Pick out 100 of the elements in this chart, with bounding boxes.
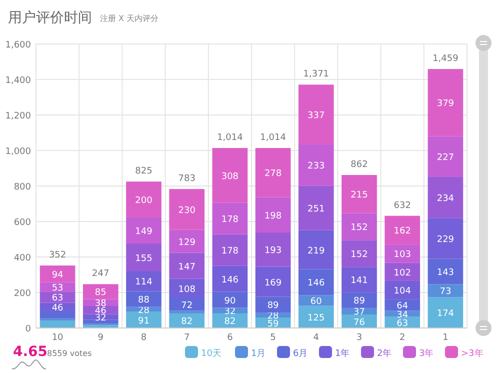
bar: [169, 310, 205, 314]
data-label: 129: [178, 238, 196, 248]
bar: [298, 144, 334, 186]
data-label: 379: [436, 99, 454, 110]
data-label: 251: [308, 204, 325, 215]
bar: [40, 318, 76, 321]
y-tick-label: 600: [14, 218, 32, 228]
legend-label: 3年: [419, 348, 434, 359]
data-label: 102: [394, 268, 411, 278]
data-label: 146: [308, 278, 326, 289]
bar: [82, 320, 118, 324]
data-label: 91: [138, 316, 150, 326]
bar: [384, 262, 420, 281]
bar: [342, 267, 377, 292]
bar: [212, 148, 248, 203]
total-label: 1,371: [303, 70, 330, 80]
bar: [298, 84, 334, 144]
total-label: 862: [350, 160, 368, 170]
data-label: 76: [354, 318, 366, 328]
data-label: 174: [436, 309, 454, 320]
data-label: 85: [94, 288, 106, 298]
data-label: 229: [436, 234, 454, 245]
bar: [212, 292, 248, 308]
bar: [255, 148, 291, 198]
bar: [126, 244, 162, 272]
data-label: 143: [436, 268, 454, 278]
chart-title: 用户评价时间: [8, 10, 92, 26]
data-label: 37: [354, 308, 365, 318]
bar: [126, 291, 162, 307]
y-tick-label: 1,000: [5, 147, 32, 157]
x-tick-label: 9: [98, 333, 104, 343]
bar: [82, 284, 118, 300]
data-label: 89: [354, 296, 366, 307]
data-label: 234: [436, 194, 454, 204]
data-label: 72: [181, 300, 193, 311]
bar: [298, 269, 334, 296]
bar: [255, 197, 291, 233]
data-label: 178: [221, 246, 239, 257]
total-label: 825: [135, 166, 152, 177]
bar: [384, 280, 420, 300]
y-tick-label: 0: [25, 324, 32, 334]
data-label: 141: [350, 276, 368, 286]
total-label: 352: [48, 250, 66, 261]
bar: [428, 218, 464, 259]
y-tick-label: 800: [14, 182, 32, 192]
data-label: 63: [396, 318, 408, 329]
bar: [298, 230, 334, 270]
data-label: 230: [178, 206, 196, 216]
bar: [384, 299, 420, 311]
x-tick-label: 7: [184, 333, 190, 343]
text: 4.65: [13, 344, 48, 360]
legend-label: 1月: [251, 349, 266, 359]
data-label: 155: [135, 254, 152, 264]
x-tick-label: 10: [52, 333, 64, 343]
bar: [40, 292, 76, 303]
x-tick-label: 5: [270, 333, 276, 343]
data-label: 233: [308, 162, 325, 172]
data-label: 200: [135, 196, 153, 206]
bar: [342, 240, 377, 268]
y-tick-label: 400: [14, 254, 32, 264]
x-tick-label: 6: [227, 333, 234, 343]
total-label: 783: [178, 174, 196, 184]
bar: [298, 306, 334, 328]
data-label: 308: [221, 172, 239, 182]
bar: [212, 234, 248, 266]
chart-subtitle: 注册 X 天内评分: [100, 14, 159, 23]
data-label: 147: [178, 262, 196, 272]
data-label: 219: [308, 246, 326, 256]
total-label: 1,014: [217, 133, 244, 144]
bar: [428, 136, 464, 177]
data-label: 82: [181, 317, 193, 328]
data-label: 278: [264, 169, 282, 180]
data-label: 73: [440, 287, 452, 298]
bar: [82, 314, 118, 320]
data-label: 63: [52, 294, 64, 304]
legend-label: 2年: [377, 348, 392, 359]
data-label: 125: [308, 313, 325, 324]
legend-label: 10天: [201, 348, 222, 359]
bar: [212, 266, 248, 292]
bar: [212, 202, 248, 234]
total-label: 1,459: [432, 54, 459, 64]
x-tick-label: 4: [313, 333, 320, 343]
data-label: 60: [310, 296, 322, 307]
bar: [126, 217, 162, 244]
data-label: 198: [264, 211, 282, 222]
data-label: 152: [350, 223, 368, 234]
data-label: 46: [52, 303, 64, 314]
data-label: 103: [394, 250, 411, 260]
data-label: 149: [135, 226, 153, 237]
bar: [428, 258, 464, 284]
data-label: 82: [224, 317, 236, 328]
bar: [40, 310, 76, 318]
x-tick-label: 1: [442, 333, 448, 343]
bar: [169, 252, 205, 279]
data-label: 337: [308, 111, 325, 122]
data-label: 178: [221, 214, 239, 225]
bar: [126, 271, 162, 292]
bar: [40, 266, 76, 282]
data-label: 90: [224, 296, 236, 306]
total-label: 247: [92, 269, 110, 280]
